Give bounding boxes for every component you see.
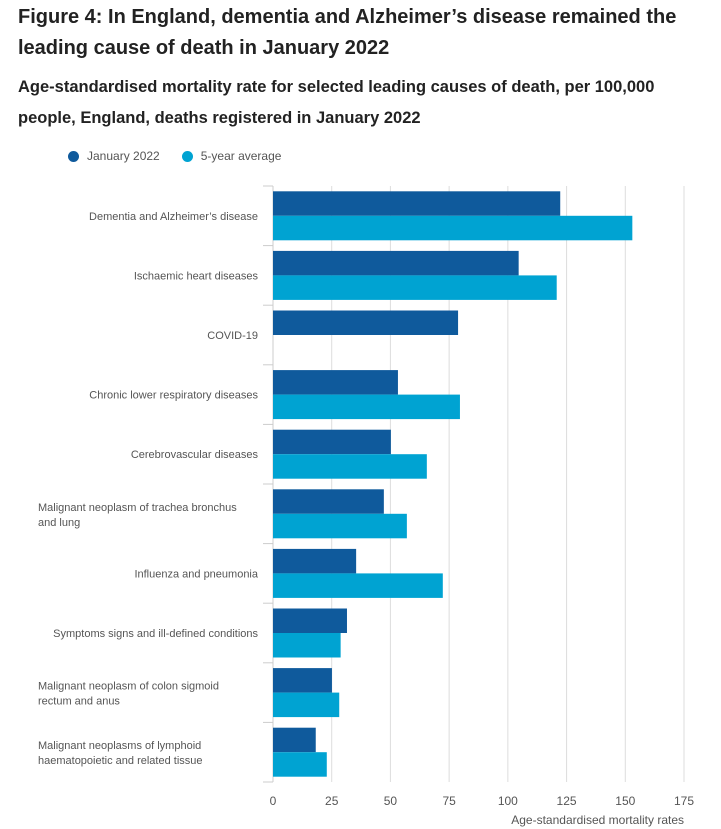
category-label: Chronic lower respiratory diseases	[89, 390, 258, 402]
chart-legend: January 2022 5-year average	[68, 147, 303, 165]
legend-marker-5-year-average	[181, 150, 193, 162]
category-label: Symptoms signs and ill-defined condition…	[53, 628, 258, 640]
legend-label-january-2022: January 2022	[87, 149, 160, 163]
category-label: haematopoietic and related tissue	[38, 755, 203, 767]
figure-subtitle: Age-standardised mortality rate for sele…	[18, 78, 655, 127]
bar-january-2022	[273, 191, 561, 216]
category-label: Influenza and pneumonia	[134, 568, 258, 580]
category-label: Ischaemic heart diseases	[134, 270, 259, 282]
legend-label-5-year-average: 5-year average	[200, 149, 282, 163]
x-tick-label-175: 175	[674, 794, 694, 808]
x-tick-label-125: 125	[557, 794, 577, 808]
bar-january-2022	[273, 250, 519, 276]
bar-january-2022	[273, 370, 398, 395]
x-tick-label-0: 0	[270, 794, 277, 808]
x-tick-label-50: 50	[384, 794, 398, 808]
category-label: COVID-19	[207, 330, 258, 342]
category-label: Malignant neoplasms of lymphoid	[38, 740, 201, 752]
x-tick-label-150: 150	[615, 794, 635, 808]
x-axis-title: Age-standardised mortality rates	[511, 813, 684, 827]
bar-january-2022	[273, 489, 384, 514]
category-label: Dementia and Alzheimer’s disease	[89, 211, 258, 223]
bar-5-year-average	[273, 633, 341, 658]
bar-5-year-average	[273, 752, 327, 777]
x-tick-label-75: 75	[442, 794, 456, 808]
bar-5-year-average	[273, 513, 407, 539]
x-tick-label-100: 100	[498, 794, 518, 808]
bar-january-2022	[273, 310, 459, 335]
legend-marker-january-2022	[68, 150, 79, 162]
legend-item-5-year-average[interactable]: 5-year average	[181, 149, 282, 163]
x-tick-label-25: 25	[325, 794, 339, 808]
category-label: rectum and anus	[38, 696, 120, 708]
bar-january-2022	[273, 727, 316, 753]
bar-january-2022	[273, 548, 357, 574]
bar-5-year-average	[273, 275, 557, 300]
category-label: Cerebrovascular diseases	[131, 449, 259, 461]
bar-january-2022	[273, 668, 332, 693]
category-label: and lung	[38, 517, 80, 529]
legend-item-january-2022[interactable]: January 2022	[68, 149, 160, 163]
bar-5-year-average	[273, 454, 427, 479]
category-label: Malignant neoplasm of trachea bronchus	[38, 502, 237, 514]
category-label: Malignant neoplasm of colon sigmoid	[38, 681, 219, 693]
figure-title: Figure 4: In England, dementia and Alzhe…	[18, 6, 677, 59]
bar-january-2022	[273, 608, 347, 633]
bar-5-year-average	[273, 573, 443, 598]
bar-5-year-average	[273, 692, 340, 718]
bar-january-2022	[273, 429, 391, 455]
bar-5-year-average	[273, 394, 460, 420]
bar-5-year-average	[273, 215, 633, 241]
